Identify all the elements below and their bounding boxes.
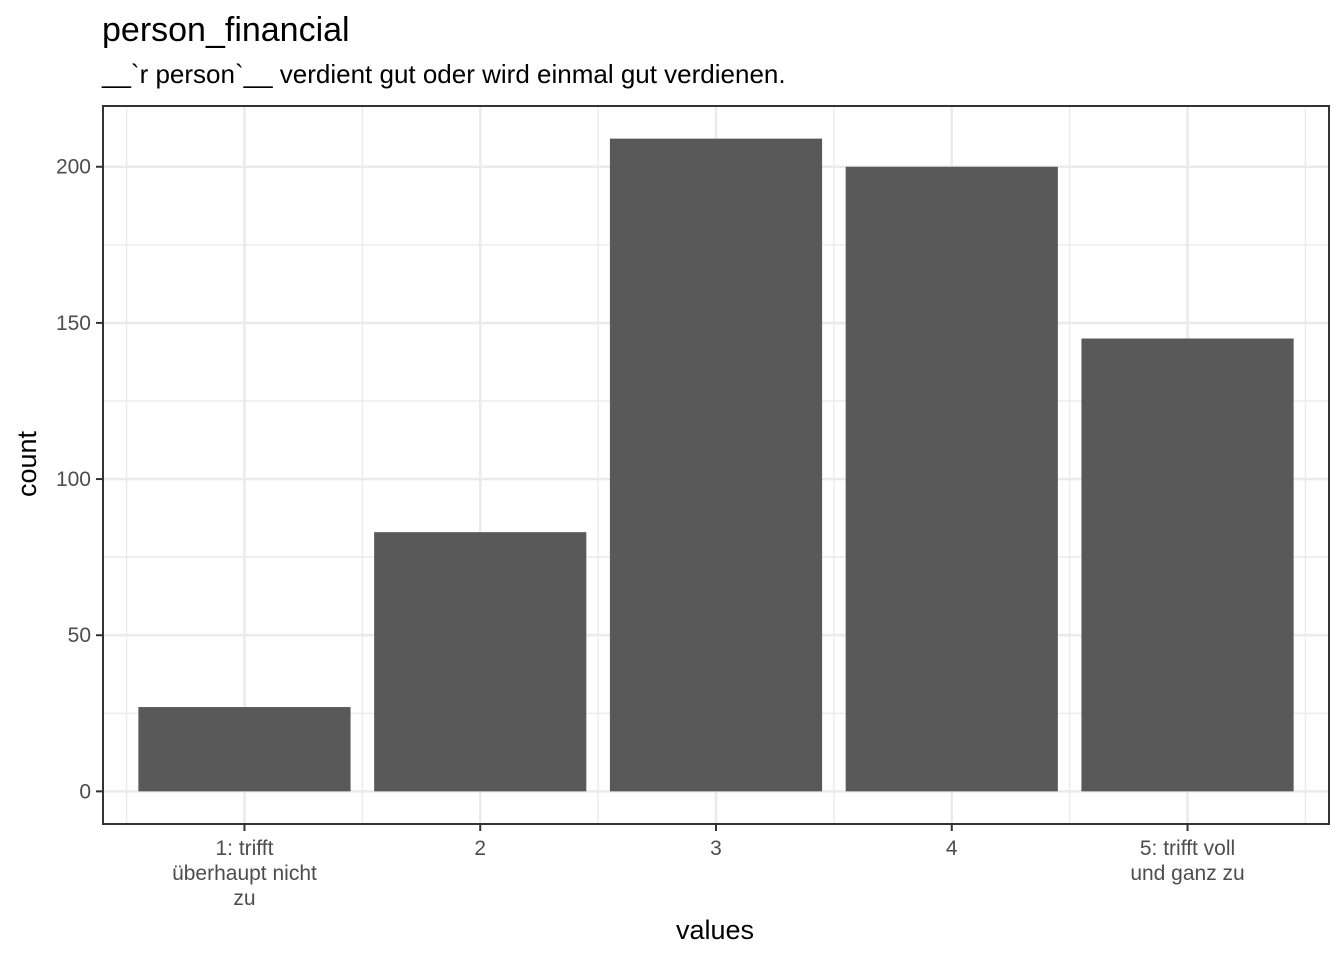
bar bbox=[374, 532, 587, 792]
x-axis: 1: trifft überhaupt nicht zu 2 3 4 5: trifft v… bbox=[172, 824, 1245, 910]
y-axis-title: count bbox=[12, 430, 42, 497]
chart-subtitle: __`r person`__ verdient gut oder wird ei… bbox=[101, 59, 786, 89]
x-tick-label: 2 bbox=[474, 837, 486, 860]
x-tick-label: 3 bbox=[710, 837, 722, 860]
x-tick-label: 4 bbox=[946, 837, 958, 860]
chart-title: person_financial bbox=[102, 11, 350, 49]
y-tick-label: 200 bbox=[56, 156, 91, 179]
y-axis: 0 50 100 150 200 bbox=[56, 156, 103, 803]
x-axis-title: values bbox=[676, 915, 754, 945]
bar bbox=[609, 138, 823, 792]
x-tick-label: 5: trifft voll und ganz zu bbox=[1130, 837, 1244, 885]
y-tick-label: 100 bbox=[56, 468, 91, 491]
y-tick-label: 50 bbox=[68, 624, 91, 647]
bar bbox=[1081, 338, 1294, 792]
bar bbox=[845, 166, 1058, 792]
y-tick-label: 0 bbox=[79, 780, 91, 803]
x-tick-label: 1: trifft überhaupt nicht zu bbox=[172, 837, 317, 910]
bars bbox=[138, 138, 1294, 792]
bar bbox=[138, 707, 351, 792]
y-tick-label: 150 bbox=[56, 312, 91, 335]
